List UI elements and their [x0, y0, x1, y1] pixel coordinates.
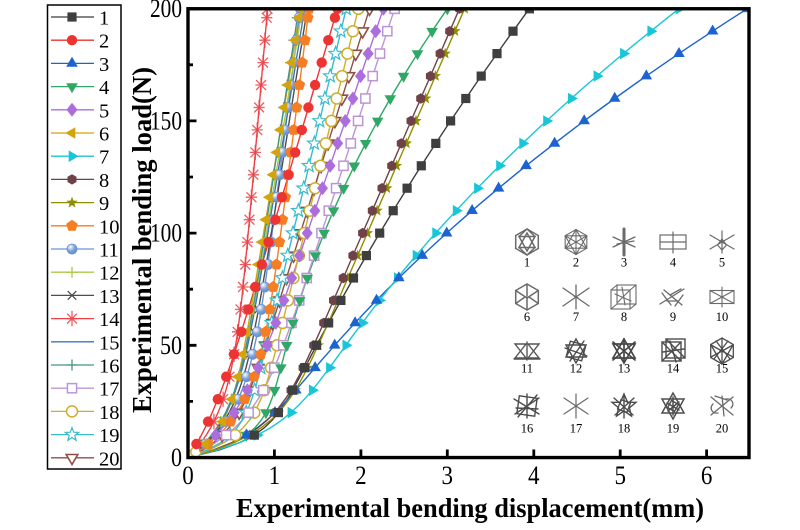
svg-text:2: 2	[355, 461, 367, 490]
svg-text:17: 17	[99, 379, 120, 401]
svg-text:7: 7	[99, 147, 109, 169]
svg-text:11: 11	[521, 362, 533, 376]
svg-text:3: 3	[99, 54, 109, 76]
svg-text:11: 11	[99, 240, 119, 262]
svg-text:9: 9	[99, 193, 109, 215]
svg-text:19: 19	[667, 422, 680, 436]
svg-text:1: 1	[524, 256, 530, 270]
svg-text:5: 5	[614, 461, 626, 490]
svg-text:12: 12	[570, 362, 583, 376]
svg-text:4: 4	[99, 77, 109, 99]
svg-text:20: 20	[716, 422, 729, 436]
svg-text:17: 17	[570, 422, 583, 436]
svg-text:1: 1	[99, 8, 109, 30]
svg-text:6: 6	[99, 124, 109, 146]
svg-text:2: 2	[573, 256, 579, 270]
svg-text:13: 13	[99, 286, 120, 308]
svg-text:8: 8	[621, 310, 627, 324]
svg-text:6: 6	[701, 461, 713, 490]
svg-text:5: 5	[99, 100, 109, 122]
svg-text:Experimental bending load(N): Experimental bending load(N)	[127, 67, 157, 413]
svg-text:19: 19	[99, 425, 120, 447]
svg-text:5: 5	[719, 256, 725, 270]
svg-text:4: 4	[528, 461, 540, 490]
svg-text:3: 3	[621, 256, 627, 270]
svg-text:15: 15	[716, 362, 729, 376]
svg-text:8: 8	[99, 170, 109, 192]
svg-text:14: 14	[99, 309, 120, 331]
svg-text:1: 1	[269, 461, 281, 490]
svg-text:200: 200	[150, 0, 182, 23]
svg-text:18: 18	[99, 402, 120, 424]
svg-text:50: 50	[160, 331, 182, 360]
svg-text:10: 10	[716, 310, 729, 324]
svg-text:4: 4	[670, 256, 677, 270]
svg-text:3: 3	[442, 461, 454, 490]
svg-text:6: 6	[524, 310, 530, 324]
svg-text:0: 0	[182, 461, 194, 490]
svg-text:13: 13	[618, 362, 631, 376]
svg-text:9: 9	[670, 310, 676, 324]
svg-text:7: 7	[573, 310, 579, 324]
svg-text:Experimental bending displacem: Experimental bending displacement(mm)	[236, 493, 704, 523]
svg-text:14: 14	[667, 362, 680, 376]
svg-text:10: 10	[99, 216, 120, 238]
svg-text:16: 16	[99, 356, 120, 378]
svg-text:0: 0	[171, 443, 182, 472]
svg-text:15: 15	[99, 332, 120, 354]
svg-text:20: 20	[99, 448, 120, 470]
svg-text:2: 2	[99, 31, 109, 53]
svg-text:12: 12	[99, 263, 120, 285]
svg-text:100: 100	[150, 219, 182, 248]
svg-text:150: 150	[150, 106, 182, 135]
svg-text:18: 18	[618, 422, 631, 436]
svg-text:16: 16	[521, 422, 534, 436]
